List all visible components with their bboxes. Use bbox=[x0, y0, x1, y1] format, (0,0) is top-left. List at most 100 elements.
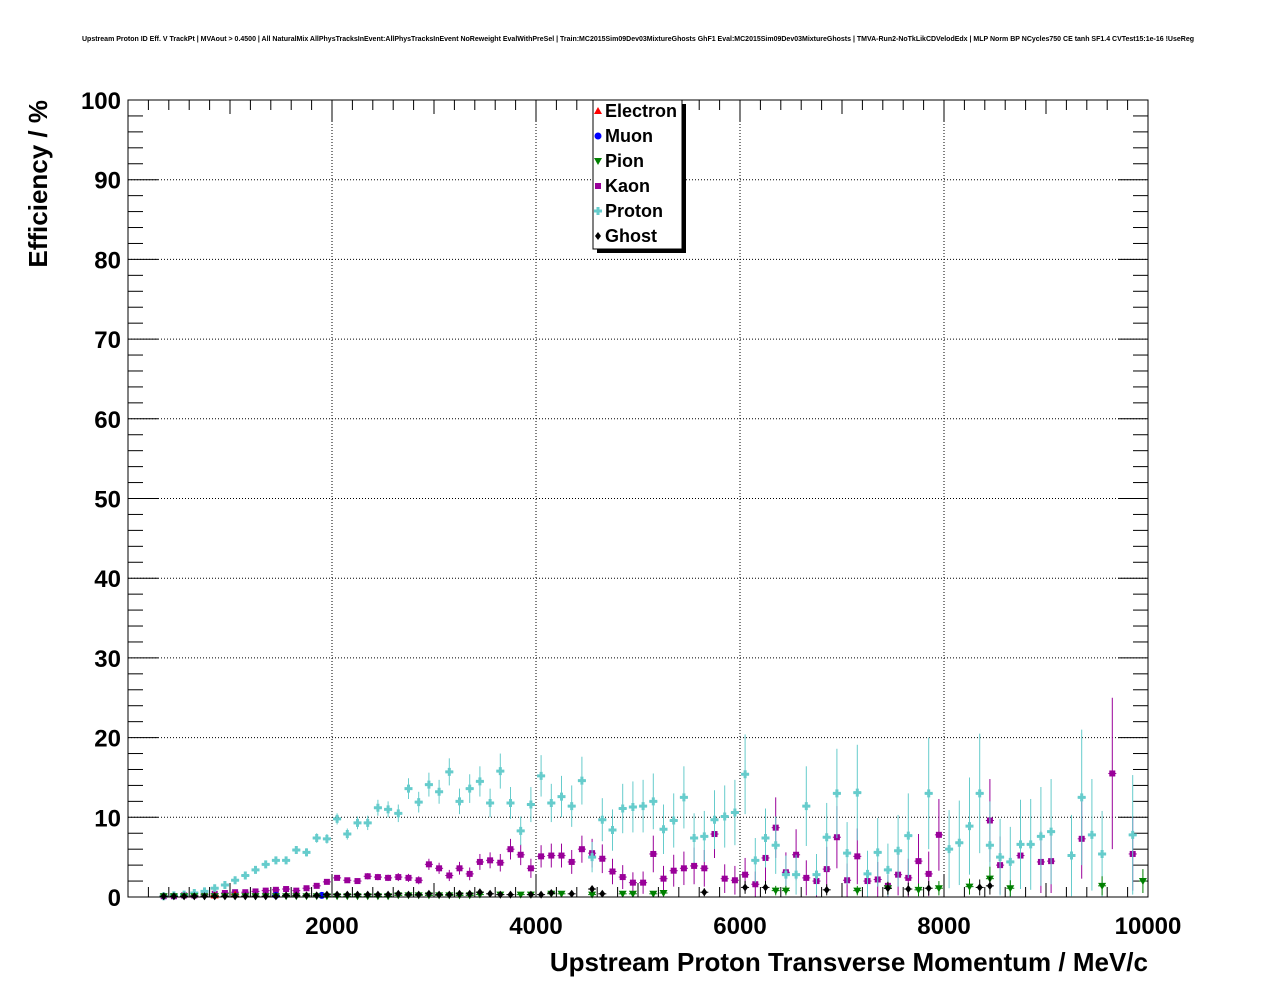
data-point-proton bbox=[373, 799, 382, 816]
point-marker bbox=[742, 883, 749, 892]
point-marker bbox=[883, 865, 892, 874]
y-tick-label: 30 bbox=[94, 646, 121, 673]
point-marker bbox=[201, 892, 208, 901]
data-point-kaon bbox=[373, 873, 382, 881]
x-tick-label: 2000 bbox=[305, 913, 358, 940]
point-marker bbox=[965, 822, 974, 831]
data-point-proton bbox=[628, 781, 637, 833]
data-point-proton bbox=[1077, 729, 1086, 866]
point-marker bbox=[629, 879, 636, 886]
data-point-proton bbox=[955, 800, 964, 886]
point-marker bbox=[945, 845, 954, 854]
point-marker bbox=[497, 859, 504, 866]
data-point-proton bbox=[996, 818, 1005, 896]
point-marker bbox=[425, 889, 432, 898]
point-marker bbox=[1026, 840, 1035, 849]
data-point-kaon bbox=[914, 834, 923, 889]
point-marker bbox=[752, 881, 759, 888]
legend-marker bbox=[595, 232, 601, 240]
series-kaon bbox=[159, 697, 1137, 900]
point-marker bbox=[832, 789, 841, 798]
data-point-ghost bbox=[700, 888, 709, 897]
data-point-kaon bbox=[455, 861, 464, 875]
point-marker bbox=[568, 889, 575, 898]
point-marker bbox=[1098, 849, 1107, 858]
data-point-pion bbox=[628, 890, 637, 898]
data-point-pion bbox=[781, 885, 790, 896]
point-marker bbox=[792, 870, 801, 879]
point-marker bbox=[475, 777, 484, 786]
data-point-kaon bbox=[353, 878, 362, 885]
data-point-proton bbox=[1026, 798, 1035, 890]
data-point-kaon bbox=[404, 873, 413, 882]
point-marker bbox=[313, 882, 320, 889]
point-marker bbox=[863, 869, 872, 878]
point-marker bbox=[781, 870, 790, 879]
data-point-ghost bbox=[159, 892, 168, 901]
legend-entry-ghost: Ghost bbox=[595, 226, 657, 246]
data-point-proton bbox=[1036, 787, 1045, 886]
data-point-proton bbox=[710, 790, 719, 850]
data-point-kaon bbox=[577, 835, 586, 863]
x-tick-label: 6000 bbox=[713, 913, 766, 940]
data-point-proton bbox=[751, 838, 760, 883]
data-point-pion bbox=[914, 883, 923, 897]
data-point-ghost bbox=[231, 892, 240, 901]
point-marker bbox=[659, 825, 668, 834]
point-marker bbox=[873, 848, 882, 857]
point-marker bbox=[344, 877, 351, 884]
point-marker bbox=[507, 846, 514, 853]
point-marker bbox=[619, 874, 626, 881]
data-point-ghost bbox=[190, 892, 199, 901]
data-point-pion bbox=[618, 890, 627, 898]
point-marker bbox=[516, 826, 525, 835]
data-point-proton bbox=[679, 766, 688, 829]
point-marker bbox=[924, 789, 933, 798]
data-point-proton bbox=[312, 833, 321, 843]
data-point-kaon bbox=[384, 874, 393, 882]
data-point-kaon bbox=[322, 878, 331, 885]
data-point-ghost bbox=[424, 889, 433, 898]
data-point-kaon bbox=[659, 865, 668, 892]
point-marker bbox=[771, 887, 780, 895]
point-marker bbox=[701, 865, 708, 872]
data-point-kaon bbox=[1108, 697, 1117, 850]
data-point-proton bbox=[200, 887, 209, 896]
data-point-proton bbox=[700, 810, 709, 862]
legend-entry-electron: Electron bbox=[594, 101, 677, 121]
data-point-proton bbox=[465, 774, 474, 803]
data-point-proton bbox=[802, 766, 811, 846]
point-marker bbox=[456, 865, 463, 872]
data-point-proton bbox=[537, 755, 546, 797]
point-marker bbox=[640, 879, 647, 886]
legend-entry-pion: Pion bbox=[594, 151, 644, 171]
point-marker bbox=[465, 784, 474, 793]
data-point-ghost bbox=[475, 888, 484, 897]
point-marker bbox=[251, 865, 260, 874]
data-point-proton bbox=[1067, 814, 1076, 897]
point-marker bbox=[466, 889, 473, 898]
point-marker bbox=[548, 852, 555, 859]
data-point-proton bbox=[455, 788, 464, 815]
legend-label: Pion bbox=[605, 151, 644, 171]
data-point-proton bbox=[414, 791, 423, 813]
point-marker bbox=[516, 891, 525, 899]
data-point-proton bbox=[975, 733, 984, 854]
data-point-kaon bbox=[720, 864, 729, 894]
point-marker bbox=[548, 889, 555, 898]
point-marker bbox=[160, 892, 167, 901]
point-marker bbox=[526, 800, 535, 809]
point-marker bbox=[424, 780, 433, 789]
point-marker bbox=[761, 834, 770, 843]
point-marker bbox=[588, 891, 597, 899]
data-point-kaon bbox=[465, 867, 474, 881]
y-tick-label: 10 bbox=[94, 805, 121, 832]
point-marker bbox=[1016, 840, 1025, 849]
point-marker bbox=[679, 793, 688, 802]
data-point-proton bbox=[822, 802, 831, 872]
point-marker bbox=[252, 888, 259, 895]
point-marker bbox=[293, 887, 300, 894]
data-point-kaon bbox=[567, 849, 576, 874]
data-point-proton bbox=[404, 778, 413, 799]
legend-marker bbox=[594, 207, 602, 215]
